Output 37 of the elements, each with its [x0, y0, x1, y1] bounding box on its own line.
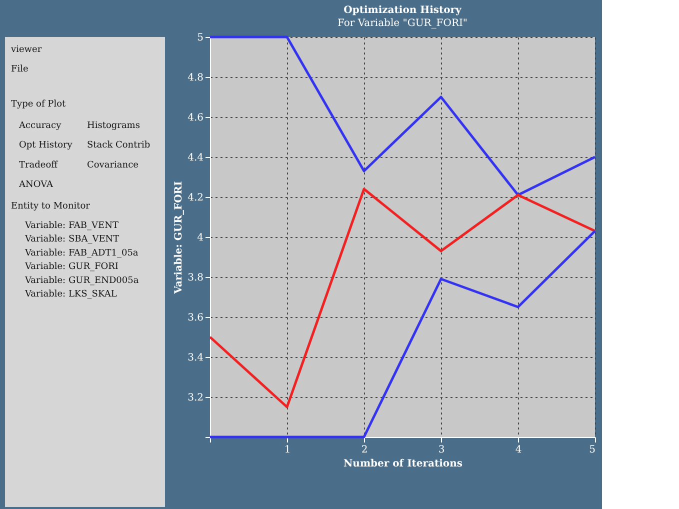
y-tick-label: 4.2 [188, 192, 204, 204]
text: Covariance [87, 160, 138, 170]
line-series [208, 188, 596, 408]
y-tick-label: 3.8 [188, 272, 204, 284]
text: File [11, 64, 28, 74]
text: Variable: LKS_SKAL [24, 290, 117, 300]
text: Variable: GUR_END005a [24, 276, 140, 286]
x-axis-title: Number of Iterations [344, 458, 463, 470]
text: Variable: SBA_VENT [24, 234, 120, 245]
text: Variable: GUR_FORI [24, 262, 119, 272]
text: Stack Contrib [87, 140, 150, 151]
chart-subtitle: For Variable "GUR_FORI" [337, 18, 468, 29]
chart-title: Optimization History [344, 5, 463, 16]
text: viewer [10, 44, 42, 55]
y-tick-label: 3.6 [188, 312, 204, 324]
y-axis-title: Variable: GUR_FORI [174, 180, 185, 295]
x-tick-label: 5 [589, 444, 596, 456]
x-tick-label: 4 [515, 444, 522, 456]
x-tick-label: 1 [284, 444, 291, 456]
text: Variable: FAB_VENT [24, 221, 118, 231]
text: Variable: FAB_ADT1_05a [24, 248, 139, 258]
y-tick-label: 3.4 [188, 352, 204, 364]
text: Histograms [87, 121, 140, 132]
y-tick-label: 5 [197, 32, 204, 44]
y-tick-label: 3.2 [188, 392, 204, 404]
text: ANOVA [18, 180, 54, 190]
text: Opt History [19, 140, 74, 151]
text: Type of Plot [11, 100, 66, 110]
text: Tradeoff [19, 160, 58, 170]
y-tick-label: 4.6 [188, 112, 204, 124]
text: Entity to Monitor [11, 201, 91, 212]
x-tick-label: 2 [361, 444, 368, 456]
x-tick-label: 3 [438, 444, 445, 456]
y-tick-label: 4 [197, 232, 204, 244]
y-tick-label: 4.4 [188, 152, 204, 164]
y-tick-label: 4.8 [188, 72, 204, 84]
text: Accuracy [18, 121, 62, 132]
